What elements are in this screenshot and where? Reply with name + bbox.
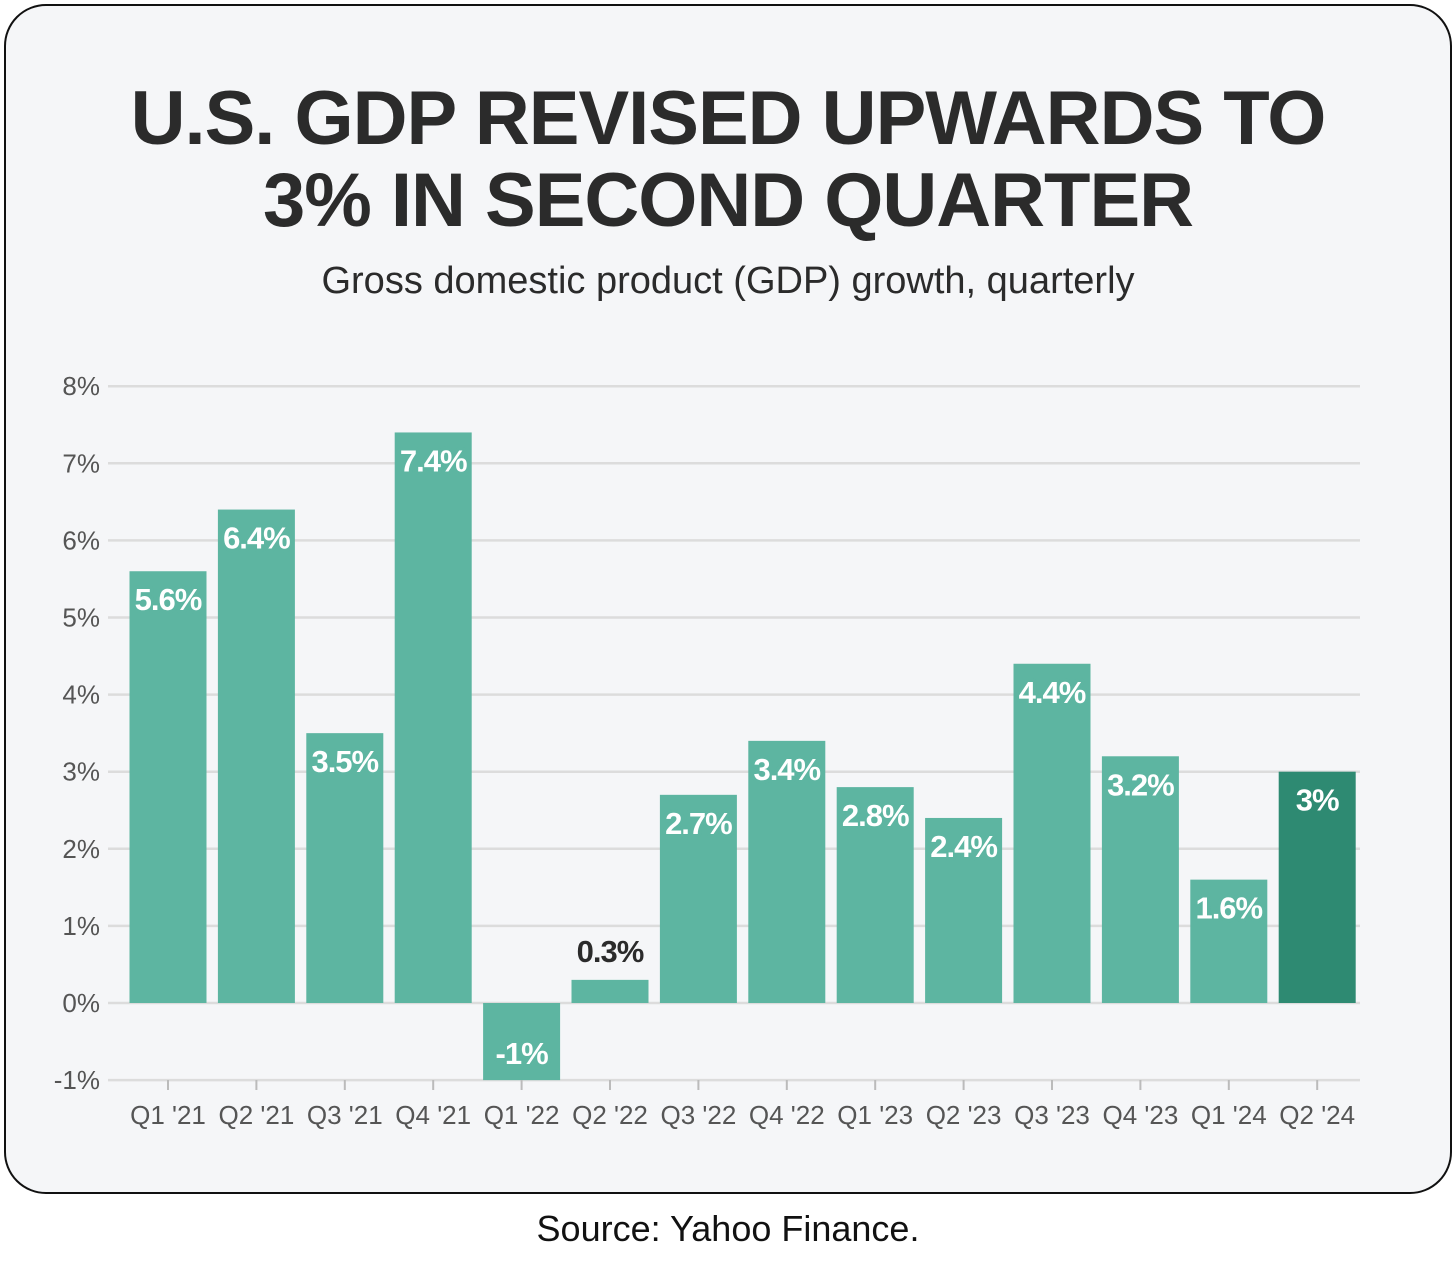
data-label: 3.2% (1107, 767, 1174, 802)
data-label: 3.5% (311, 744, 378, 779)
chart-subtitle: Gross domestic product (GDP) growth, qua… (321, 260, 1135, 302)
bar (483, 1003, 561, 1081)
x-tick-label: Q3 '21 (307, 1100, 383, 1130)
bar (1190, 879, 1268, 1003)
y-tick-label: 2% (62, 834, 100, 864)
bar (925, 817, 1003, 1003)
data-label: 5.6% (135, 582, 202, 617)
source-note: Source: Yahoo Finance. (536, 1208, 920, 1249)
x-tick-label: Q2 '22 (572, 1100, 648, 1130)
y-tick-label: 6% (62, 525, 100, 555)
data-label: -1% (496, 1036, 549, 1071)
data-label: 1.6% (1195, 891, 1262, 926)
chart-title: U.S. GDP REVISED UPWARDS TO 3% IN SECOND … (130, 76, 1327, 243)
x-tick-label: Q1 '23 (837, 1100, 913, 1130)
data-label: 6.4% (223, 521, 290, 556)
bar (571, 979, 649, 1003)
x-tick-label: Q2 '21 (219, 1100, 295, 1130)
x-tick-label: Q1 '21 (130, 1100, 206, 1130)
data-label: 4.4% (1019, 675, 1086, 710)
bar (129, 571, 207, 1003)
bar (659, 794, 737, 1003)
y-tick-label: 4% (62, 680, 100, 710)
y-tick-label: 7% (62, 448, 100, 478)
bar (836, 787, 914, 1003)
x-tick-label: Q3 '23 (1014, 1100, 1090, 1130)
x-tick-label: Q4 '22 (749, 1100, 825, 1130)
data-label: 2.7% (665, 806, 732, 841)
y-tick-label: 5% (62, 603, 100, 633)
x-tick-label: Q2 '23 (926, 1100, 1002, 1130)
y-tick-label: 8% (62, 371, 100, 401)
data-label: 7.4% (400, 443, 467, 478)
y-tick-label: 1% (62, 911, 100, 941)
data-label: 2.4% (930, 829, 997, 864)
y-tick-label: -1% (54, 1065, 100, 1095)
x-tick-label: Q1 '24 (1191, 1100, 1267, 1130)
y-tick-label: 0% (62, 988, 100, 1018)
bar (394, 432, 472, 1004)
x-tick-label: Q4 '21 (395, 1100, 471, 1130)
y-tick-label: 3% (62, 757, 100, 787)
x-tick-label: Q3 '22 (661, 1100, 737, 1130)
data-label: 0.3% (577, 934, 644, 969)
bar (748, 740, 826, 1003)
bar (306, 733, 384, 1003)
data-label: 2.8% (842, 798, 909, 833)
bar (1101, 756, 1179, 1003)
x-tick-label: Q2 '24 (1279, 1100, 1355, 1130)
bar (1013, 663, 1091, 1003)
data-label: 3% (1296, 783, 1339, 818)
bar (1278, 771, 1356, 1003)
data-label: 3.4% (753, 752, 820, 787)
bar (217, 509, 295, 1003)
x-tick-label: Q4 '23 (1103, 1100, 1179, 1130)
x-tick-label: Q1 '22 (484, 1100, 560, 1130)
